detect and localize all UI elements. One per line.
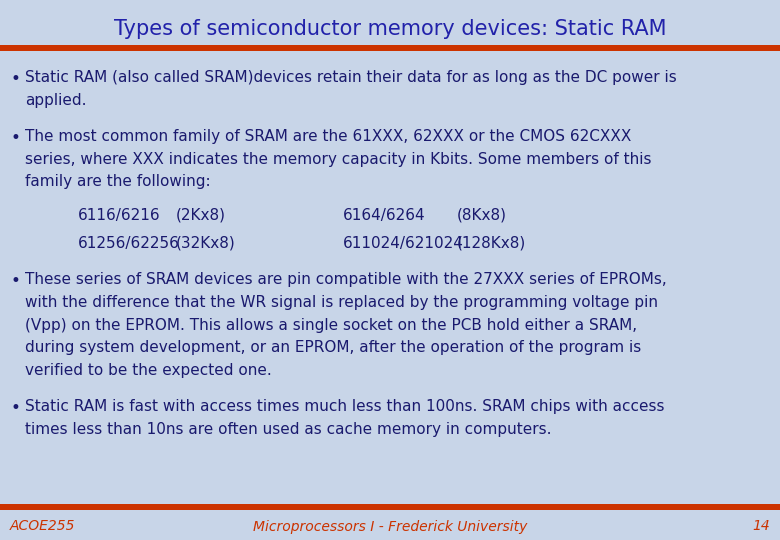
Text: series, where XXX indicates the memory capacity in Kbits. Some members of this: series, where XXX indicates the memory c… (25, 152, 651, 167)
Text: 61256/62256: 61256/62256 (78, 236, 180, 251)
Text: with the difference that the WR signal is replaced by the programming voltage pi: with the difference that the WR signal i… (25, 295, 658, 310)
Text: Static RAM is fast with access times much less than 100ns. SRAM chips with acces: Static RAM is fast with access times muc… (25, 399, 665, 414)
Text: Static RAM (also called SRAM)devices retain their data for as long as the DC pow: Static RAM (also called SRAM)devices ret… (25, 70, 677, 85)
Text: Types of semiconductor memory devices: Static RAM: Types of semiconductor memory devices: S… (114, 19, 666, 39)
Bar (0, 504, 780, 510)
Text: 6164/6264: 6164/6264 (343, 208, 426, 223)
Text: (Vpp) on the EPROM. This allows a single socket on the PCB hold either a SRAM,: (Vpp) on the EPROM. This allows a single… (25, 318, 637, 333)
Bar (0, 45, 780, 51)
Text: Microprocessors I - Frederick University: Microprocessors I - Frederick University (253, 519, 527, 534)
Text: family are the following:: family are the following: (25, 174, 211, 190)
Text: verified to be the expected one.: verified to be the expected one. (25, 363, 271, 378)
Text: during system development, or an EPROM, after the operation of the program is: during system development, or an EPROM, … (25, 340, 641, 355)
Text: The most common family of SRAM are the 61XXX, 62XXX or the CMOS 62CXXX: The most common family of SRAM are the 6… (25, 129, 631, 144)
Text: 14: 14 (752, 519, 770, 534)
Text: applied.: applied. (25, 93, 87, 108)
Text: •: • (10, 129, 20, 147)
Text: (128Kx8): (128Kx8) (456, 236, 526, 251)
Text: •: • (10, 70, 20, 88)
Text: ACOE255: ACOE255 (10, 519, 76, 534)
Text: •: • (10, 272, 20, 290)
Text: 611024/621024: 611024/621024 (343, 236, 464, 251)
Text: (8Kx8): (8Kx8) (456, 208, 506, 223)
Text: 6116/6216: 6116/6216 (78, 208, 161, 223)
Text: (2Kx8): (2Kx8) (176, 208, 225, 223)
Text: •: • (10, 399, 20, 417)
Text: times less than 10ns are often used as cache memory in computers.: times less than 10ns are often used as c… (25, 422, 551, 437)
Text: (32Kx8): (32Kx8) (176, 236, 236, 251)
Text: These series of SRAM devices are pin compatible with the 27XXX series of EPROMs,: These series of SRAM devices are pin com… (25, 272, 667, 287)
